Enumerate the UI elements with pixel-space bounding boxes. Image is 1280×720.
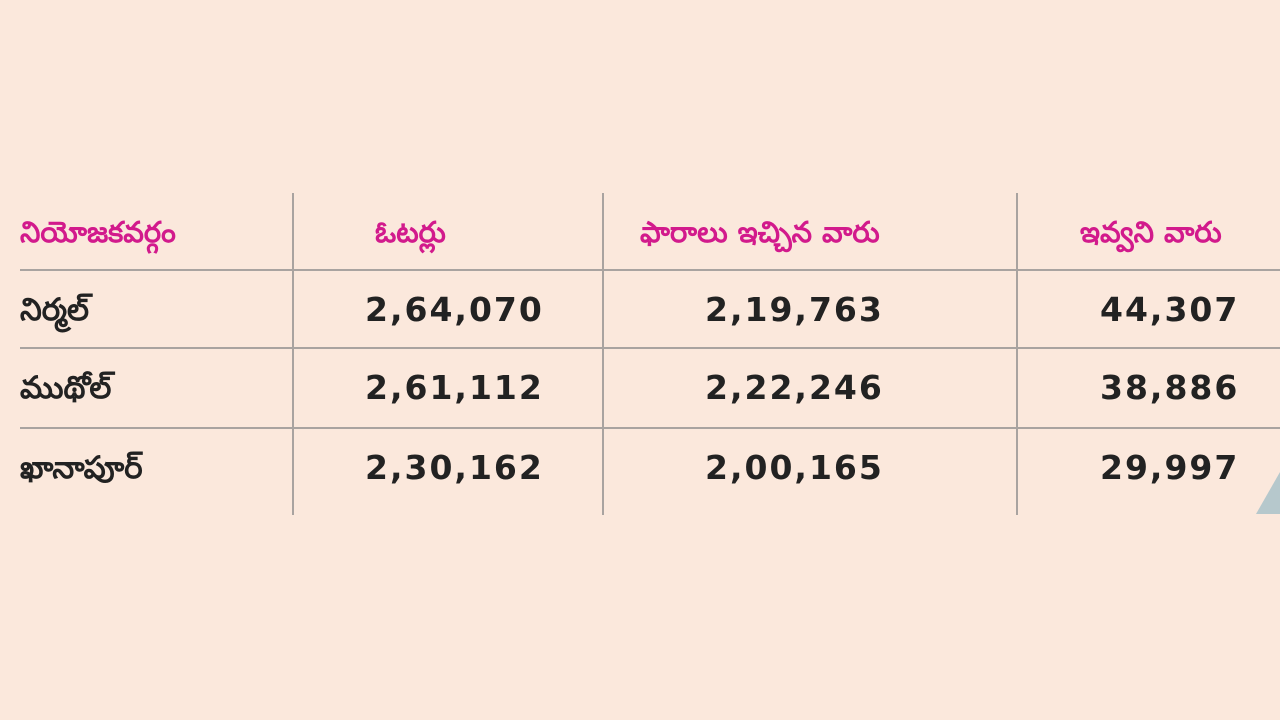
header-cell: ఫారాలు ఇచ్చిన వారు: [640, 215, 880, 249]
header-cell: నియోజకవర్గం: [20, 215, 176, 249]
row-label: ముథోల్: [20, 370, 112, 406]
row-divider: [20, 269, 1280, 271]
number-cell: 2,00,165: [705, 448, 884, 487]
column-divider: [1016, 193, 1018, 515]
number-cell: 2,64,070: [365, 290, 544, 329]
number-cell: 44,307: [1100, 290, 1240, 329]
number-cell: 2,22,246: [705, 368, 884, 407]
number-cell: 2,30,162: [365, 448, 544, 487]
table: నియోజకవర్గం ఓటర్లు ఫారాలు ఇచ్చిన వారు ఇవ్వన…: [20, 193, 1280, 515]
header-cell: ఇవ్వని వారు: [1080, 215, 1222, 249]
column-divider: [292, 193, 294, 515]
row-label: నిర్మల్: [20, 292, 90, 328]
row-divider: [20, 347, 1280, 349]
column-divider: [602, 193, 604, 515]
corner-decoration: [1256, 472, 1280, 514]
number-cell: 2,61,112: [365, 368, 544, 407]
header-cell: ఓటర్లు: [375, 215, 446, 249]
number-cell: 2,19,763: [705, 290, 884, 329]
number-cell: 38,886: [1100, 368, 1240, 407]
number-cell: 29,997: [1100, 448, 1240, 487]
row-divider: [20, 427, 1280, 429]
row-label: ఖానాపూర్: [20, 450, 143, 486]
